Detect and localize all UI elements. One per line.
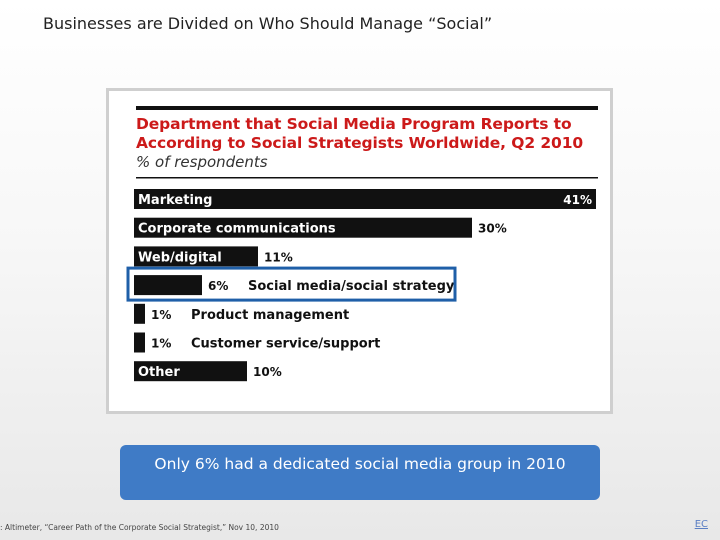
chart-card: Marketing 41% Corporate communications 30% W… — [106, 88, 613, 414]
category-label-customer-service-support: Customer service/support — [191, 337, 380, 352]
bar-product-management — [134, 303, 145, 324]
subtitle-rule — [136, 177, 598, 179]
source-citation: : Altimeter, “Career Path of the Corpora… — [0, 523, 279, 532]
bar-other — [134, 361, 247, 382]
callout-box: Only 6% had a dedicated social media gro… — [120, 445, 600, 500]
highlight-box — [126, 266, 457, 302]
category-label-other: Other — [138, 365, 180, 380]
bar-corporate-communications — [134, 217, 472, 238]
value-label-corporate-communications: 30% — [478, 222, 507, 236]
bar-web-digital — [134, 246, 258, 267]
category-label-marketing: Marketing — [138, 193, 212, 208]
bar-chart: Marketing 41% Corporate communications 30% W… — [126, 106, 598, 382]
chart-title: Department that Social Media Program Rep… — [136, 115, 584, 152]
value-label-customer-service-support: 1% — [151, 337, 171, 351]
value-label-marketing: 41% — [563, 193, 592, 207]
title-rule — [136, 106, 598, 110]
corner-link[interactable]: EC — [694, 519, 708, 530]
value-label-web-digital: 11% — [264, 250, 293, 264]
category-label-product-management: Product management — [191, 308, 349, 323]
bar-marketing — [134, 189, 596, 209]
value-label-social-media-social-strategy: 6% — [208, 279, 228, 293]
bar-social-media-social-strategy — [134, 275, 202, 296]
category-label-web-digital: Web/digital — [138, 250, 222, 265]
bar-customer-service-support — [134, 332, 145, 353]
value-label-product-management: 1% — [151, 308, 171, 322]
chart-subtitle: % of respondents — [136, 153, 268, 171]
slide-title: Businesses are Divided on Who Should Man… — [43, 14, 493, 33]
category-label-social-media-social-strategy: Social media/social strategy — [248, 279, 455, 294]
value-label-other: 10% — [253, 365, 282, 379]
category-label-corporate-communications: Corporate communications — [138, 222, 336, 237]
callout-text: Only 6% had a dedicated social media gro… — [154, 455, 566, 473]
